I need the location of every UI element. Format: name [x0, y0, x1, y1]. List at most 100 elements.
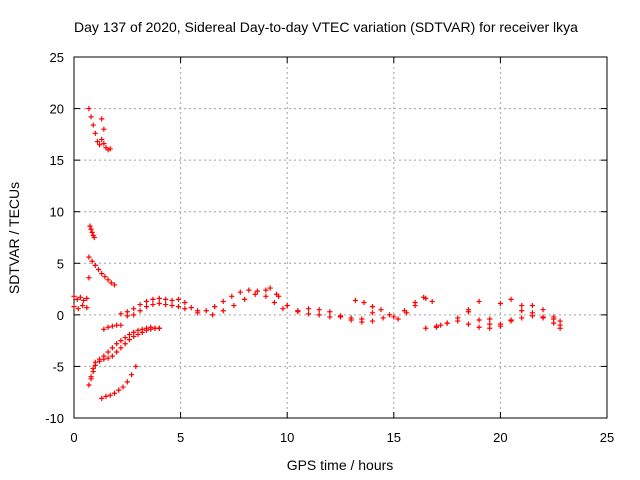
- plot-frame: [73, 56, 608, 419]
- y-tick-label: 25: [50, 50, 64, 65]
- data-point: [508, 318, 514, 324]
- axis-ticks: [73, 56, 608, 419]
- data-point: [169, 302, 175, 309]
- data-point: [84, 295, 90, 301]
- data-point: [99, 271, 105, 277]
- data-point: [84, 305, 90, 311]
- data-point: [359, 316, 365, 322]
- data-point: [327, 309, 333, 315]
- data-point: [156, 300, 162, 307]
- data-point: [465, 309, 472, 315]
- data-point: [421, 294, 427, 300]
- data-point: [118, 322, 124, 328]
- data-point: [105, 324, 111, 330]
- data-point: [111, 282, 118, 288]
- y-tick-label: 0: [57, 308, 64, 323]
- data-point: [95, 266, 102, 273]
- data-point: [156, 325, 162, 331]
- data-point: [175, 304, 182, 310]
- data-point: [86, 382, 92, 388]
- data-point: [86, 254, 92, 260]
- data-point: [395, 316, 401, 322]
- data-point: [241, 296, 248, 302]
- data-point: [540, 315, 546, 321]
- data-point: [444, 320, 450, 326]
- data-point: [105, 277, 111, 283]
- data-point: [71, 304, 77, 310]
- y-axis-label: SDTVAR / TECUs: [6, 182, 22, 294]
- x-tick-label: 25: [600, 430, 614, 445]
- grid-lines: [74, 57, 607, 418]
- data-point: [109, 345, 115, 351]
- data-point: [86, 275, 92, 281]
- data-point: [120, 384, 126, 390]
- data-point: [423, 325, 429, 331]
- data-point: [378, 307, 384, 313]
- y-tick-label: 15: [50, 153, 64, 168]
- y-tick-label: -5: [52, 359, 64, 374]
- data-point: [131, 306, 137, 312]
- data-point: [91, 234, 97, 241]
- data-point: [101, 141, 107, 147]
- data-point: [118, 345, 124, 351]
- data-point: [476, 317, 482, 323]
- data-point: [99, 395, 105, 402]
- data-point: [101, 326, 107, 332]
- data-point: [316, 307, 322, 313]
- data-point: [195, 310, 201, 316]
- y-tick-label: -10: [45, 411, 64, 426]
- data-point: [74, 296, 80, 302]
- data-point: [143, 304, 150, 310]
- x-tick-label: 10: [280, 430, 294, 445]
- data-point: [101, 356, 107, 362]
- data-point: [246, 287, 252, 293]
- data-point: [88, 376, 94, 382]
- data-point: [137, 301, 143, 308]
- data-point: [252, 291, 258, 297]
- data-point: [96, 142, 103, 148]
- data-point: [316, 312, 322, 318]
- data-point: [438, 322, 444, 328]
- data-point: [352, 297, 359, 304]
- data-point: [86, 105, 92, 112]
- data-point: [369, 304, 376, 310]
- data-point: [487, 325, 493, 331]
- data-point: [105, 355, 111, 361]
- data-point: [237, 289, 243, 295]
- data-point: [89, 258, 95, 264]
- data-point: [124, 379, 130, 385]
- data-point: [71, 293, 77, 299]
- data-point: [412, 302, 418, 309]
- data-point: [137, 308, 143, 314]
- data-point: [102, 274, 108, 280]
- data-point: [126, 331, 133, 338]
- data-point: [80, 297, 87, 304]
- data-point: [529, 302, 535, 309]
- data-point: [529, 313, 535, 319]
- data-point: [508, 296, 514, 302]
- chart-title: Day 137 of 2020, Sidereal Day-to-day VTE…: [74, 19, 578, 35]
- data-point: [212, 304, 218, 310]
- data-point: [99, 136, 105, 143]
- data-point: [361, 299, 367, 306]
- data-point: [109, 323, 115, 329]
- data-point: [103, 393, 109, 399]
- data-point: [348, 315, 354, 321]
- data-point: [87, 223, 93, 229]
- data-point: [220, 298, 226, 305]
- data-point: [476, 324, 482, 330]
- data-point: [551, 320, 557, 326]
- data-point: [116, 387, 122, 393]
- data-point: [122, 341, 128, 347]
- data-point: [105, 349, 111, 355]
- data-point: [92, 262, 98, 268]
- series-sdtvar: [71, 105, 563, 402]
- data-point: [109, 353, 115, 359]
- data-point: [118, 311, 124, 317]
- data-point: [229, 293, 235, 299]
- y-tick-label: 10: [50, 205, 64, 220]
- data-point: [111, 390, 118, 396]
- data-point: [254, 288, 260, 294]
- data-point: [90, 122, 96, 128]
- data-point: [92, 362, 98, 368]
